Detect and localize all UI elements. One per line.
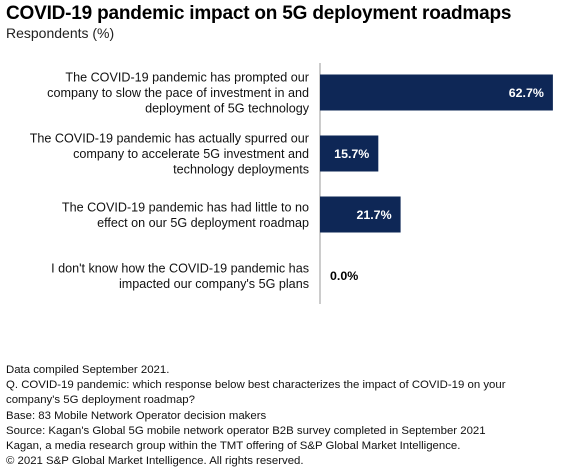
footer-line-source: Source: Kagan's Global 5G mobile network… (6, 424, 486, 437)
category-label-line: company to slow the pace of investment i… (47, 86, 309, 100)
category-label: The COVID-19 pandemic has prompted our co… (47, 71, 310, 116)
category-label: I don't know how the COVID-19 pandemic h… (51, 261, 309, 291)
data-label: 0.0% (330, 269, 358, 283)
footer-line-base: Base: 83 Mobile Network Operator decisio… (6, 409, 267, 422)
data-label: 15.7% (334, 147, 369, 161)
category-label-line: deployment of 5G technology (145, 102, 310, 116)
category-label: The COVID-19 pandemic has had little to … (62, 200, 309, 230)
category-label-line: The COVID-19 pandemic has had little to … (62, 200, 309, 214)
category-label-line: The COVID-19 pandemic has actually spurr… (30, 132, 309, 146)
footer-line-question: Q. COVID-19 pandemic: which response bel… (6, 379, 506, 392)
data-label: 21.7% (356, 208, 391, 222)
footer-line-copyright: © 2021 S&P Global Market Intelligence. A… (6, 455, 304, 468)
footer-line-date: Data compiled September 2021. (6, 364, 170, 376)
category-label-line: I don't know how the COVID-19 pandemic h… (51, 261, 309, 275)
data-label: 62.7% (509, 86, 544, 100)
footer-line-question-cont: company's 5G deployment roadmap? (6, 394, 195, 407)
category-label-line: impacted our company's 5G plans (119, 277, 309, 291)
chart-footer: Data compiled September 2021. Q. COVID-1… (6, 363, 576, 469)
bar (320, 196, 401, 233)
category-label: The COVID-19 pandemic has actually spurr… (30, 132, 309, 177)
bar (320, 135, 379, 172)
category-label-line: technology deployments (173, 163, 309, 177)
category-label-line: company to accelerate 5G investment and (73, 147, 309, 161)
chart-title: COVID-19 pandemic impact on 5G deploymen… (6, 3, 512, 24)
category-label-line: The COVID-19 pandemic has prompted our (65, 71, 309, 85)
footer-line-kagan: Kagan, a media research group within the… (6, 440, 461, 453)
chart-subtitle: Respondents (%) (6, 25, 115, 41)
bar (320, 74, 553, 111)
bar-chart: 62.7% The COVID-19 pandemic has prompted … (30, 63, 553, 304)
category-label-line: effect on our 5G deployment roadmap (97, 216, 309, 230)
